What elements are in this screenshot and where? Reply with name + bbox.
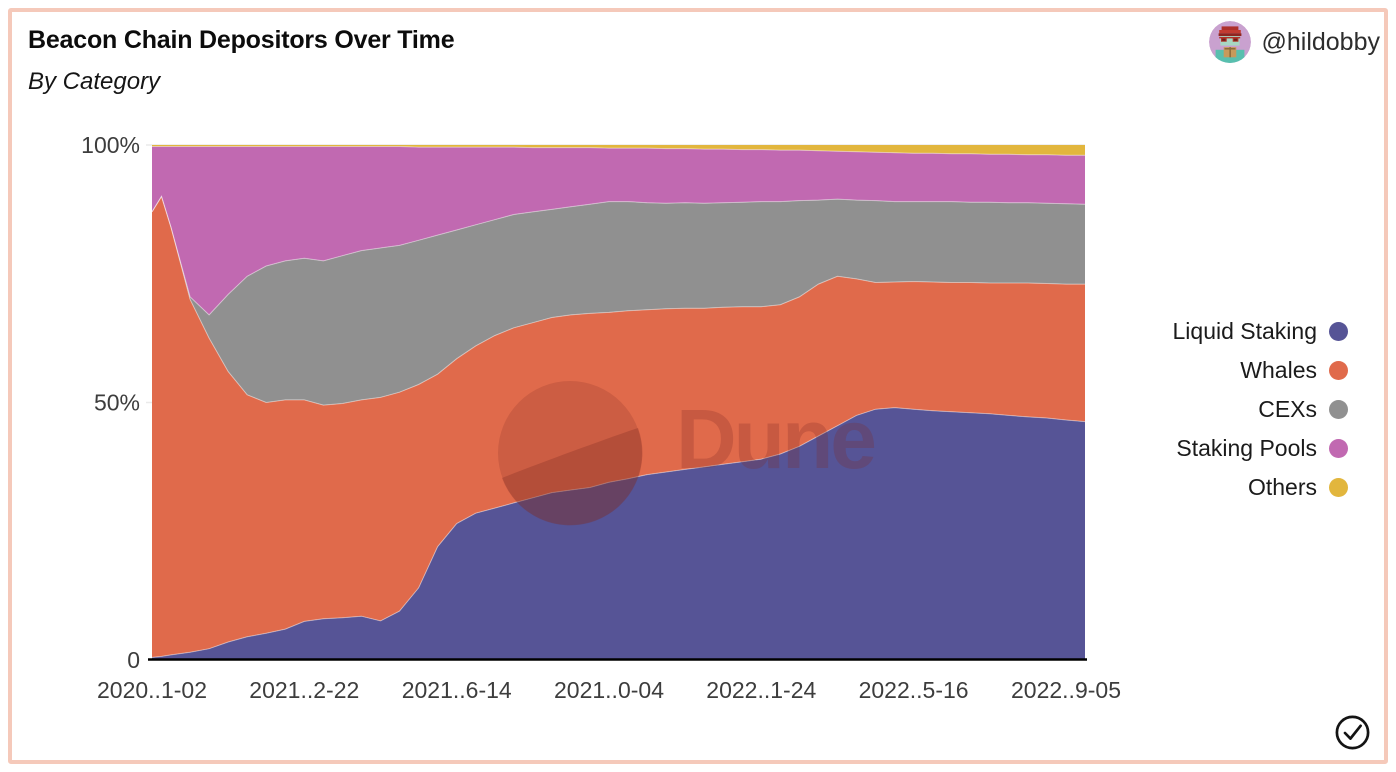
area-liquid-staking (152, 407, 1085, 660)
chart-legend: Liquid Staking Whales CEXs Staking Pools Oth… (1172, 312, 1348, 507)
watermark-text: Dune (676, 392, 874, 486)
x-tick-label: 2021..6-14 (402, 677, 512, 703)
legend-label: Others (1247, 474, 1317, 500)
legend-label: Liquid Staking (1172, 318, 1318, 344)
legend-color-dot (1329, 400, 1348, 419)
author-avatar[interactable] (1209, 21, 1252, 63)
pixel-avatar-icon (1209, 21, 1252, 63)
y-tick-label: 0 (127, 647, 140, 673)
author-handle[interactable]: @hildobby (1261, 27, 1380, 56)
page-title: Beacon Chain Depositors Over Time (28, 26, 455, 54)
band-separator (151, 407, 1086, 658)
legend-label: Staking Pools (1176, 435, 1317, 461)
area-others (152, 145, 1085, 156)
legend-item-whales: Whales (1173, 351, 1348, 390)
dune-logo-crescent (502, 428, 643, 526)
dune-logo-circle (498, 381, 642, 525)
legend-item-cexs: CEXs (1173, 390, 1348, 429)
success-check-icon (1335, 715, 1370, 750)
chart-subtitle: By Category (28, 68, 161, 95)
legend-color-dot (1329, 478, 1348, 497)
legend-item-liquid-staking: Liquid Staking (1172, 312, 1348, 351)
x-tick-label: 2022..9-05 (1011, 677, 1121, 703)
x-tick-label: 2021..0-04 (554, 677, 664, 703)
author-block: @hildobby (1209, 21, 1380, 63)
legend-color-dot (1329, 439, 1348, 458)
y-tick-label: 100% (81, 132, 140, 158)
x-tick-label: 2021..2-22 (249, 677, 359, 703)
area-staking-pools (152, 146, 1085, 315)
dune-watermark: Dune (498, 381, 877, 526)
legend-color-dot (1329, 361, 1348, 380)
y-tick-label: 50% (94, 390, 140, 416)
legend-label: Whales (1240, 357, 1317, 383)
legend-label: CEXs (1258, 396, 1317, 422)
legend-color-dot (1329, 322, 1348, 341)
band-separator (151, 195, 1086, 316)
band-separator (152, 146, 1085, 156)
x-tick-label: 2022..5-16 (859, 677, 969, 703)
x-tick-label: 2022..1-24 (706, 677, 816, 703)
x-tick-label: 2020..1-02 (97, 677, 207, 703)
area-cexs (152, 196, 1085, 406)
area-whales (152, 196, 1085, 658)
band-separator (151, 195, 1085, 406)
legend-item-staking-pools: Staking Pools (1173, 429, 1348, 468)
legend-item-others: Others (1173, 468, 1348, 507)
